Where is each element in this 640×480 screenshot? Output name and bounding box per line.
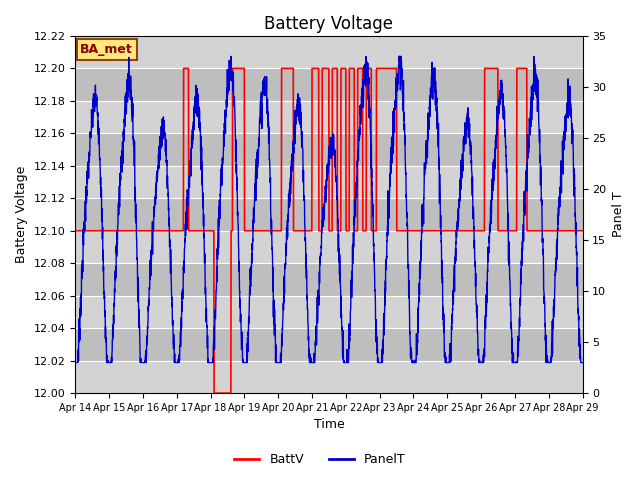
Bar — [76, 360, 582, 393]
X-axis label: Time: Time — [314, 419, 344, 432]
Bar — [76, 166, 582, 198]
Bar — [76, 296, 582, 328]
Y-axis label: Panel T: Panel T — [612, 192, 625, 237]
Bar — [76, 36, 582, 69]
Bar — [76, 231, 582, 263]
Y-axis label: Battery Voltage: Battery Voltage — [15, 166, 28, 263]
Bar — [76, 101, 582, 133]
Title: Battery Voltage: Battery Voltage — [264, 15, 394, 33]
Text: BA_met: BA_met — [81, 43, 133, 56]
Legend: BattV, PanelT: BattV, PanelT — [229, 448, 411, 471]
